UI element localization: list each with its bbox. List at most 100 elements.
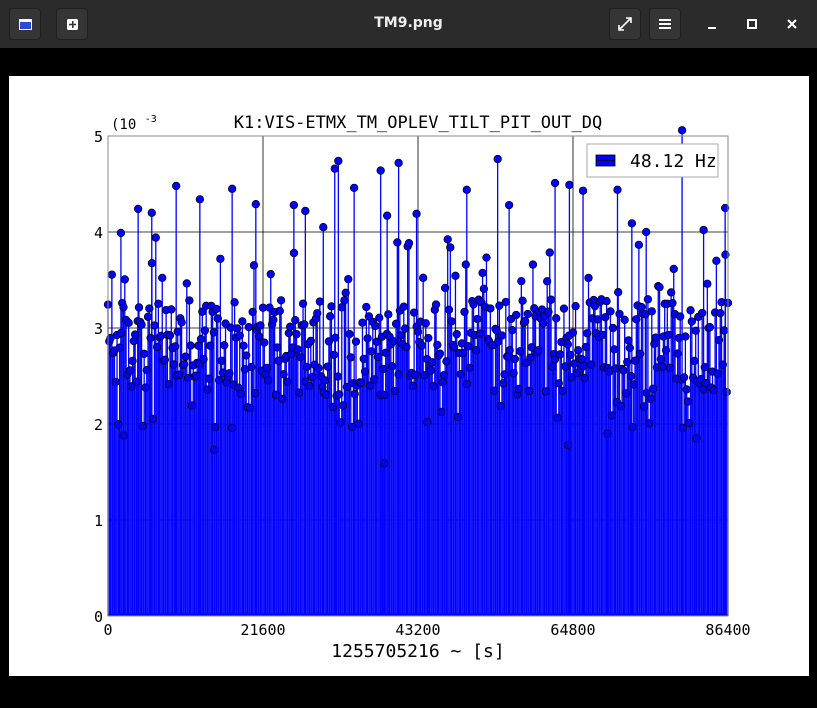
data-point xyxy=(714,335,724,345)
data-point xyxy=(329,350,339,360)
data-point xyxy=(307,372,317,382)
data-point xyxy=(196,334,206,344)
data-point xyxy=(673,349,682,358)
data-point xyxy=(249,261,259,270)
data-point xyxy=(613,185,622,194)
data-point xyxy=(722,387,731,397)
y-tick-label: 5 xyxy=(94,128,103,146)
data-point xyxy=(563,440,573,450)
data-point xyxy=(541,387,551,396)
data-point xyxy=(460,307,469,317)
data-point xyxy=(500,370,509,379)
data-point xyxy=(648,384,658,393)
data-point xyxy=(378,364,388,374)
data-point xyxy=(402,342,411,352)
data-point xyxy=(345,329,354,339)
fullscreen-button[interactable] xyxy=(609,8,641,40)
data-point xyxy=(164,380,173,389)
new-tab-button[interactable] xyxy=(56,8,88,40)
data-point xyxy=(115,343,124,352)
y-tick-label: 2 xyxy=(94,416,103,434)
data-point xyxy=(291,315,300,325)
close-button[interactable] xyxy=(780,12,804,36)
data-point xyxy=(655,282,664,292)
data-point xyxy=(340,296,349,305)
data-point xyxy=(326,312,335,321)
data-point xyxy=(362,302,371,312)
x-tick-label: 64800 xyxy=(550,621,595,639)
minimize-button[interactable] xyxy=(700,12,724,36)
app-menu-button[interactable] xyxy=(9,8,41,40)
data-point xyxy=(247,362,256,372)
data-point xyxy=(495,301,504,310)
data-point xyxy=(211,422,220,432)
data-point xyxy=(181,352,190,361)
data-point xyxy=(328,402,337,412)
data-point xyxy=(177,318,186,327)
data-point xyxy=(334,156,343,166)
data-point xyxy=(264,376,273,385)
data-point xyxy=(186,341,195,350)
data-point xyxy=(273,343,282,352)
data-point xyxy=(616,401,625,411)
data-point xyxy=(138,421,148,431)
y-axis-ticks: 0 1 2 3 4 5 xyxy=(94,128,103,626)
data-point xyxy=(289,248,299,258)
data-point xyxy=(116,328,126,338)
data-point xyxy=(301,206,310,216)
data-point xyxy=(431,300,441,309)
image-viewport[interactable]: 0 1 2 3 4 5 0 21600 43200 64800 86400 K1:VIS-ETMX… xyxy=(0,48,817,708)
data-point xyxy=(130,330,140,339)
data-point xyxy=(217,356,226,365)
data-point xyxy=(154,299,163,308)
data-point xyxy=(380,459,389,468)
data-point xyxy=(198,307,207,316)
x-axis-label: 1255705216 ~ [s] xyxy=(331,641,504,662)
data-point xyxy=(524,386,534,396)
data-point xyxy=(394,158,403,168)
data-point xyxy=(438,378,447,387)
data-point xyxy=(584,273,593,283)
data-point xyxy=(568,328,578,337)
data-point xyxy=(200,326,210,335)
data-point xyxy=(251,200,260,209)
data-point xyxy=(642,388,651,398)
data-point xyxy=(423,417,432,427)
data-point xyxy=(141,383,150,392)
data-point xyxy=(346,353,355,362)
data-point xyxy=(344,274,353,284)
data-point xyxy=(580,373,589,383)
data-point xyxy=(614,288,623,297)
data-point xyxy=(515,347,525,356)
data-point xyxy=(512,310,521,320)
new-tab-icon xyxy=(67,19,78,30)
data-point xyxy=(553,413,562,422)
plot-frame xyxy=(107,135,729,617)
y-exponent: (10 -3 xyxy=(111,114,157,133)
data-point xyxy=(629,380,638,389)
data-point xyxy=(116,228,126,238)
data-point xyxy=(517,277,526,286)
x-tick-label: 21600 xyxy=(240,621,285,639)
data-point xyxy=(225,369,234,378)
main-menu-button[interactable] xyxy=(649,8,681,40)
data-point xyxy=(643,295,653,304)
data-point xyxy=(388,362,397,371)
close-icon xyxy=(787,19,797,29)
maximize-button[interactable] xyxy=(740,12,764,36)
data-point xyxy=(447,317,456,326)
data-point xyxy=(358,318,367,327)
data-point xyxy=(220,341,229,350)
data-point xyxy=(586,360,596,369)
data-point xyxy=(389,337,398,346)
data-point xyxy=(254,332,264,341)
data-point xyxy=(647,307,656,316)
data-point xyxy=(533,346,543,355)
data-point xyxy=(145,304,154,313)
data-point xyxy=(341,288,350,297)
data-point xyxy=(140,349,149,358)
data-point xyxy=(443,235,452,244)
data-point xyxy=(700,363,709,372)
data-point xyxy=(124,318,133,328)
data-point xyxy=(478,268,487,278)
